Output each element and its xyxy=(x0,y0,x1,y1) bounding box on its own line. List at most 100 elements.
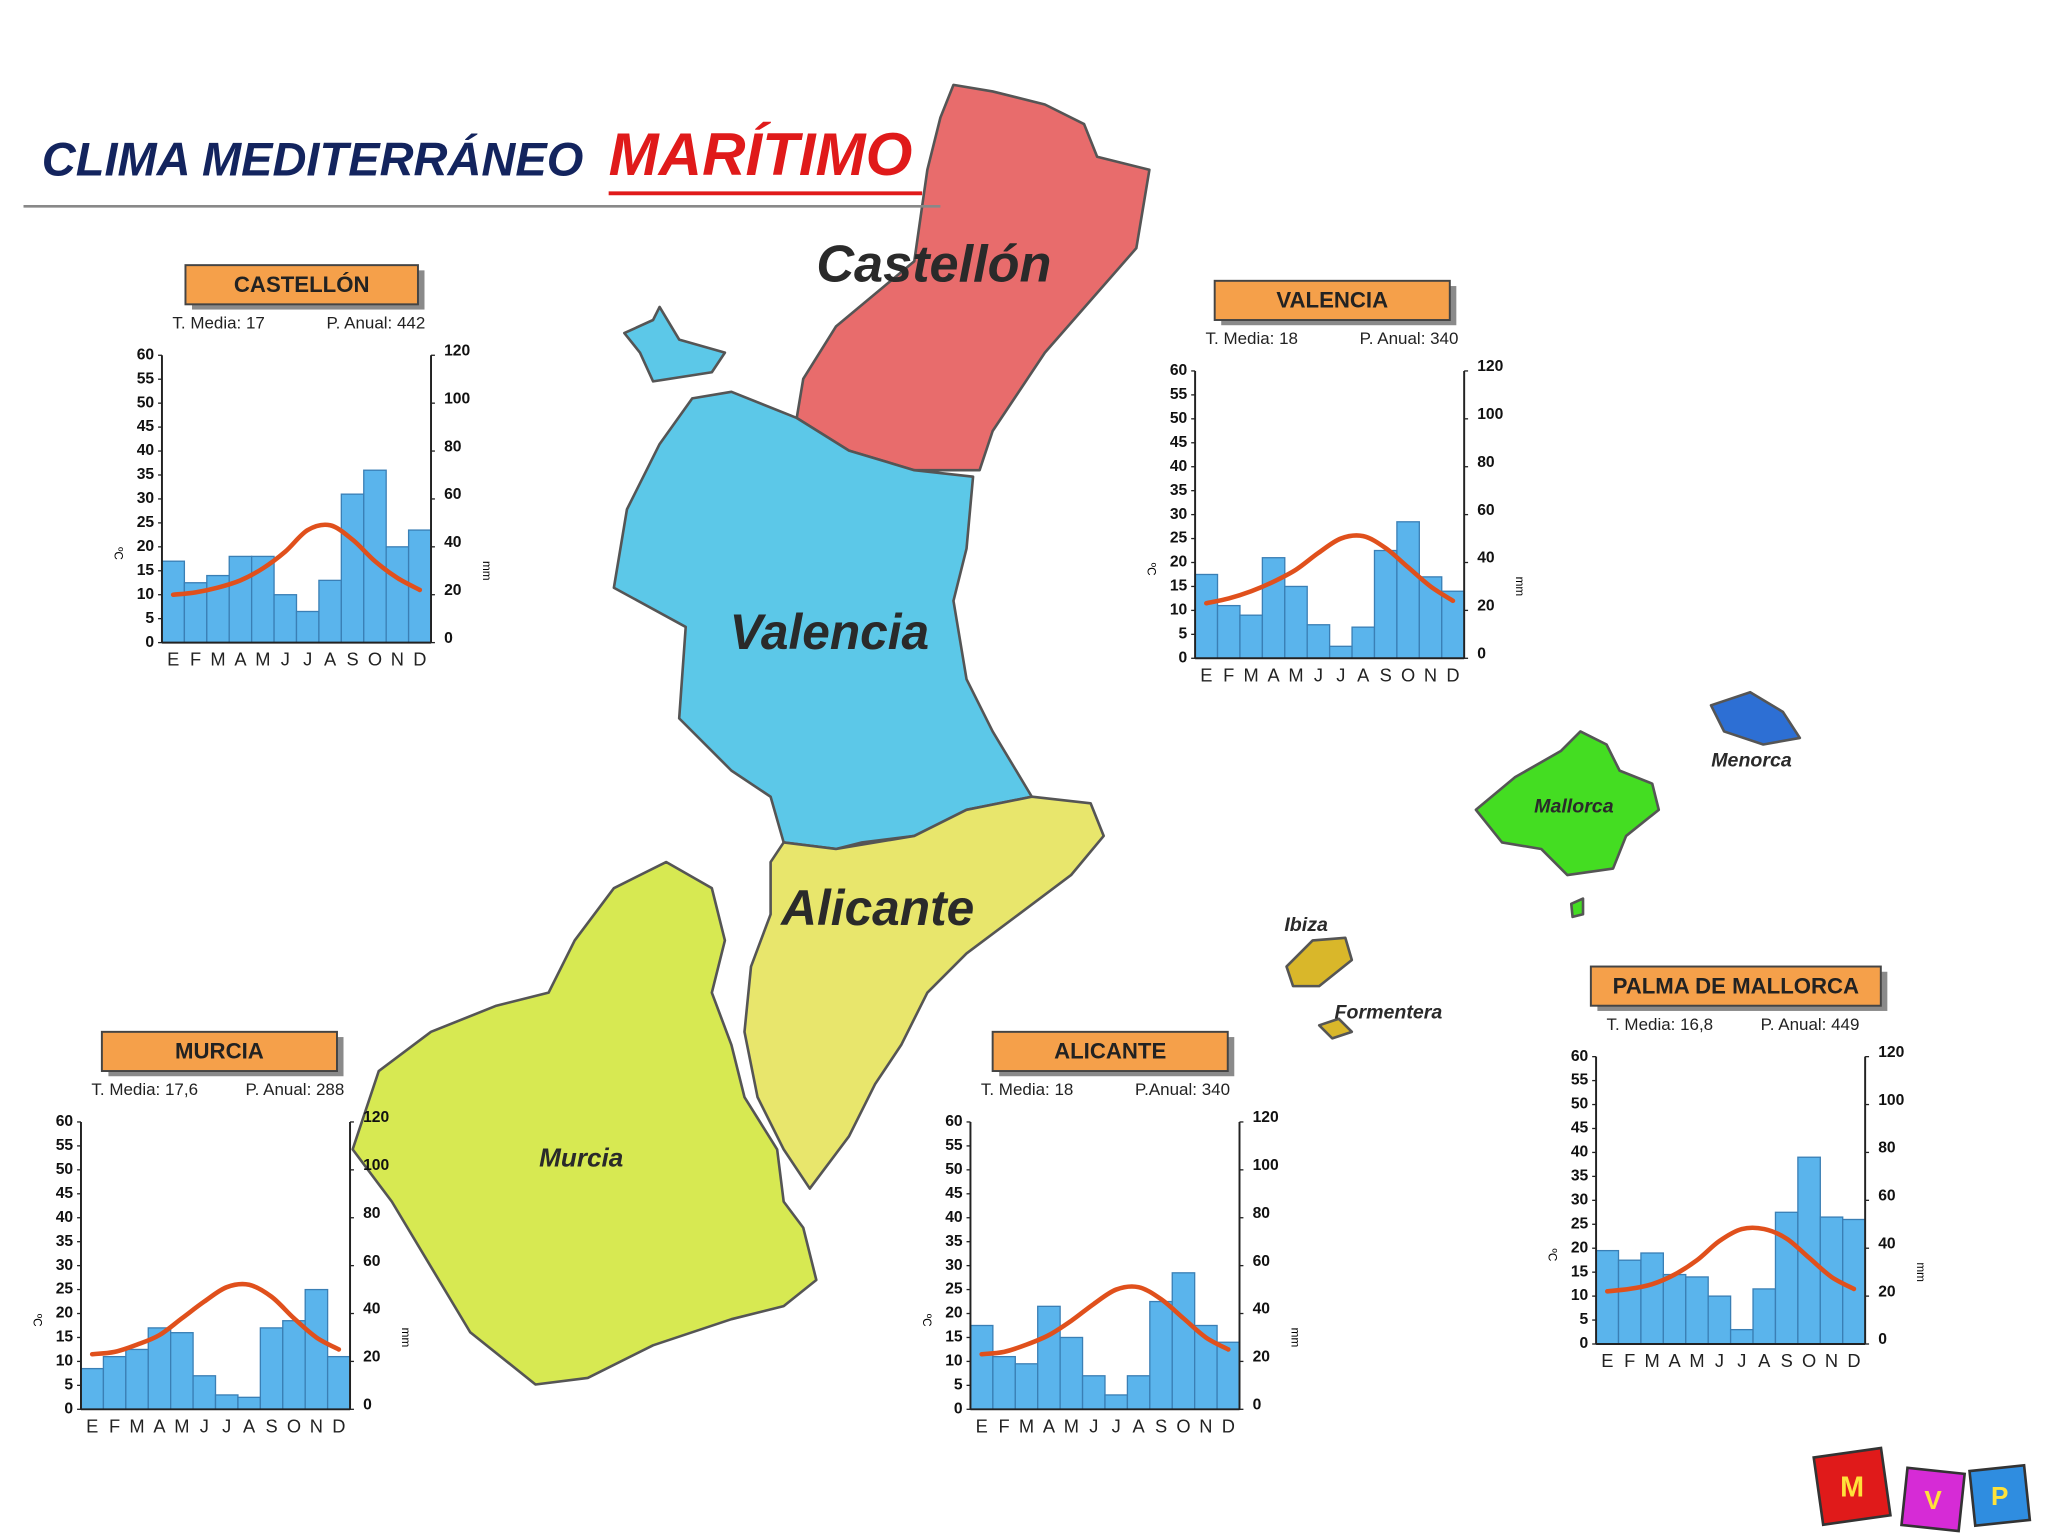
temperature-line xyxy=(170,522,423,598)
precipitation-bar xyxy=(1104,1394,1129,1410)
x-tick-label: J xyxy=(1715,1350,1724,1371)
chart-title: MURCIA xyxy=(175,1039,264,1064)
y2-tick-label: 120 xyxy=(1253,1109,1279,1126)
x-tick-label: J xyxy=(1336,664,1345,685)
climograph: VALENCIA T. Media: 18 P. Anual: 340 0 5 10 15 2… xyxy=(1145,279,1526,685)
precipitation-bar xyxy=(80,1367,105,1410)
y2-tick-label: 40 xyxy=(444,534,462,551)
chart-title: PALMA DE MALLORCA xyxy=(1613,973,1860,998)
y-tick-label: 60 xyxy=(56,1113,74,1130)
header-box xyxy=(1213,279,1451,321)
x-tick-label: O xyxy=(1176,1415,1190,1436)
y-axis-label: ºC xyxy=(920,1314,933,1327)
x-tick-label: J xyxy=(1737,1350,1746,1371)
chart-title: CASTELLÓN xyxy=(234,272,370,297)
y2-tick-label: 80 xyxy=(363,1205,381,1222)
region-murcia xyxy=(351,860,818,1386)
x-tick-label: J xyxy=(222,1415,231,1436)
y2-tick-label: 40 xyxy=(1477,550,1495,567)
y2-tick-label: 20 xyxy=(1477,598,1495,615)
x-tick-label: A xyxy=(324,649,337,670)
island-ibiza xyxy=(1285,936,1354,988)
title-highlight: MARÍTIMO xyxy=(609,121,913,188)
map-label: Menorca xyxy=(1711,750,1792,772)
island-formentera xyxy=(1317,1017,1354,1040)
x-tick-label: F xyxy=(1624,1350,1635,1371)
logo: M V P xyxy=(1812,1446,2032,1533)
y-tick-label: 60 xyxy=(1170,362,1188,379)
y2-tick-label: 20 xyxy=(1878,1283,1896,1300)
y-tick-label: 0 xyxy=(64,1400,73,1417)
x-tick-label: O xyxy=(1802,1350,1816,1371)
y-tick-label: 45 xyxy=(137,418,155,435)
y-tick-label: 0 xyxy=(1580,1335,1589,1352)
y-tick-label: 10 xyxy=(1170,602,1188,619)
precipitation-bar xyxy=(214,1394,239,1410)
y-tick-label: 30 xyxy=(1170,506,1188,523)
y-tick-label: 20 xyxy=(137,538,155,555)
y-tick-label: 55 xyxy=(56,1137,74,1154)
y-tick-label: 0 xyxy=(1179,649,1188,666)
precipitation-bar xyxy=(992,1355,1016,1410)
x-tick-label: J xyxy=(1314,664,1323,685)
precipitation-bar xyxy=(1306,624,1331,659)
y2-tick-label: 0 xyxy=(1878,1331,1887,1348)
x-tick-label: D xyxy=(1446,664,1459,685)
y2-tick-label: 40 xyxy=(1878,1235,1896,1252)
precipitation-bar xyxy=(969,1324,994,1410)
x-tick-label: E xyxy=(167,649,179,670)
precipitation-bar xyxy=(1284,585,1308,659)
precipitation-bar xyxy=(1707,1295,1732,1345)
precipitation-bar xyxy=(295,610,320,644)
logo-letter: M xyxy=(1840,1472,1864,1504)
precipitation-bar xyxy=(1171,1272,1196,1410)
climograph: ALICANTE T. Media: 18 P.Anual: 340 0 5 10 15 20… xyxy=(920,1030,1301,1436)
header-box xyxy=(1589,965,1882,1007)
y-tick-label: 50 xyxy=(137,394,155,411)
logo-cube xyxy=(1812,1446,1892,1527)
x-tick-label: S xyxy=(1781,1350,1793,1371)
region-castellon xyxy=(795,83,1151,472)
y2-axis-label: mm xyxy=(1513,577,1526,597)
x-tick-label: A xyxy=(243,1415,256,1436)
precipitation-bar xyxy=(1216,604,1241,659)
x-tick-label: F xyxy=(190,649,201,670)
y-tick-label: 15 xyxy=(1170,578,1188,595)
y-tick-label: 5 xyxy=(1179,625,1188,642)
precipitation-bar xyxy=(318,579,342,644)
precipitation-bar xyxy=(326,1355,351,1410)
y2-tick-label: 100 xyxy=(1477,406,1503,423)
y-tick-label: 30 xyxy=(945,1257,963,1274)
y-tick-label: 40 xyxy=(945,1209,963,1226)
header-box xyxy=(184,264,419,306)
x-tick-label: A xyxy=(1758,1350,1771,1371)
y2-tick-label: 0 xyxy=(444,630,453,647)
x-tick-label: M xyxy=(1645,1350,1660,1371)
y-tick-label: 20 xyxy=(1571,1239,1589,1256)
island-cabrera xyxy=(1569,897,1585,919)
y2-tick-label: 20 xyxy=(363,1349,381,1366)
y-tick-label: 55 xyxy=(945,1137,963,1154)
precipitation-bar xyxy=(1261,557,1286,659)
y2-tick-label: 60 xyxy=(1253,1253,1271,1270)
y-tick-label: 40 xyxy=(137,442,155,459)
y-tick-label: 60 xyxy=(1571,1048,1589,1065)
header-box xyxy=(991,1030,1229,1072)
y2-tick-label: 60 xyxy=(1878,1188,1896,1205)
y-tick-label: 10 xyxy=(1571,1287,1589,1304)
y-tick-label: 25 xyxy=(137,514,155,531)
chart-title: VALENCIA xyxy=(1276,288,1388,313)
logo-letter: P xyxy=(1991,1481,2008,1511)
y-tick-label: 25 xyxy=(1170,530,1188,547)
island-menorca xyxy=(1709,690,1802,746)
x-tick-label: N xyxy=(391,649,404,670)
x-tick-label: M xyxy=(210,649,225,670)
precipitation-bar xyxy=(1239,614,1264,659)
y2-tick-label: 120 xyxy=(1477,358,1503,375)
x-tick-label: N xyxy=(1199,1415,1212,1436)
x-tick-label: A xyxy=(153,1415,166,1436)
climograph: CASTELLÓN T. Media: 17 P. Anual: 442 0 5 10 15… xyxy=(111,264,493,670)
precipitation-bar xyxy=(125,1348,149,1410)
precipitation-bar xyxy=(192,1375,217,1410)
